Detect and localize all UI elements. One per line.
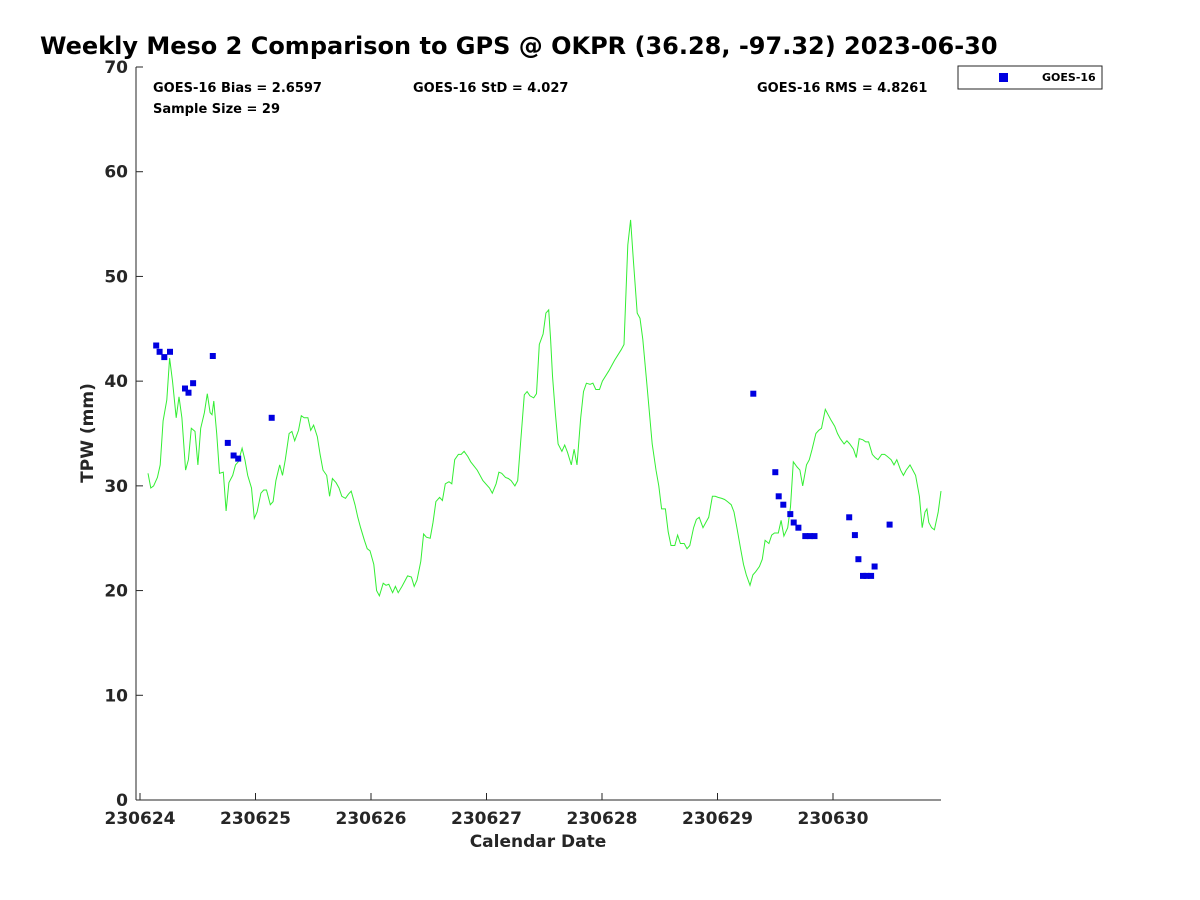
y-tick-label: 0 <box>116 791 128 811</box>
y-tick-label: 10 <box>104 686 128 706</box>
y-tick-label: 70 <box>104 58 128 78</box>
y-tick-label: 20 <box>104 582 128 602</box>
x-tick-label: 230626 <box>336 809 407 829</box>
goes16-point <box>185 389 192 396</box>
goes16-point <box>860 572 866 579</box>
goes16-point <box>775 493 782 500</box>
legend-box <box>957 65 1103 90</box>
y-ticks: 0 10 20 30 40 50 60 70 <box>104 58 143 811</box>
goes16-point <box>802 533 809 540</box>
goes16-point <box>787 511 794 518</box>
legend: GOES-16 <box>957 65 1103 90</box>
x-tick-label: 230628 <box>567 809 638 829</box>
y-tick-label: 40 <box>104 372 128 392</box>
goes16-point <box>795 524 802 531</box>
x-tick-label: 230625 <box>220 809 291 829</box>
goes16-point <box>190 380 197 387</box>
x-tick-label: 230630 <box>798 809 869 829</box>
goes16-point <box>167 348 173 355</box>
goes16-point <box>863 572 870 579</box>
goes16-point <box>868 572 875 579</box>
x-axis-label: Calendar Date <box>470 832 607 852</box>
y-tick-label: 60 <box>104 163 128 183</box>
goes16-point <box>772 469 779 476</box>
x-tick-label: 230624 <box>105 809 176 829</box>
goes16-point <box>230 452 237 459</box>
y-axis-label: TPW (mm) <box>78 383 98 483</box>
y-tick-label: 30 <box>104 477 128 497</box>
chart-title: Weekly Meso 2 Comparison to GPS @ OKPR (… <box>40 32 998 60</box>
goes16-point <box>806 533 813 540</box>
stats-annotations: GOES-16 Bias = 2.6597 GOES-16 StD = 4.02… <box>153 81 927 117</box>
sample-size-annotation: Sample Size = 29 <box>153 102 280 117</box>
goes16-point <box>209 353 216 359</box>
goes16-point <box>780 501 787 508</box>
goes16-point <box>811 533 818 540</box>
goes16-point <box>153 342 160 349</box>
goes16-point <box>268 414 275 421</box>
series-points-goes16 <box>153 342 893 579</box>
goes16-point <box>886 521 893 528</box>
legend-marker-goes16 <box>999 73 1008 82</box>
x-tick-label: 230627 <box>451 809 522 829</box>
goes16-point <box>846 514 853 521</box>
x-tick-label: 230629 <box>682 809 753 829</box>
x-ticks: 230624 230625 230626 230627 230628 230629 2306… <box>105 793 869 829</box>
goes16-point <box>182 385 188 392</box>
legend-label-goes16: GOES-16 <box>1042 71 1096 84</box>
goes16-point <box>156 348 163 355</box>
goes16-point <box>224 439 231 446</box>
y-tick-label: 50 <box>104 267 128 287</box>
series-line-gps <box>147 219 942 598</box>
goes16-point <box>790 519 797 526</box>
goes16-point <box>161 354 168 361</box>
rms-annotation: GOES-16 RMS = 4.8261 <box>757 81 927 96</box>
bias-annotation: GOES-16 Bias = 2.6597 <box>153 81 322 96</box>
std-annotation: GOES-16 StD = 4.027 <box>413 81 568 96</box>
goes16-point <box>750 390 757 397</box>
goes16-point <box>235 455 242 462</box>
goes16-point <box>851 532 858 539</box>
goes16-point <box>871 563 878 570</box>
goes16-point <box>855 556 862 563</box>
plot-area <box>135 67 941 801</box>
